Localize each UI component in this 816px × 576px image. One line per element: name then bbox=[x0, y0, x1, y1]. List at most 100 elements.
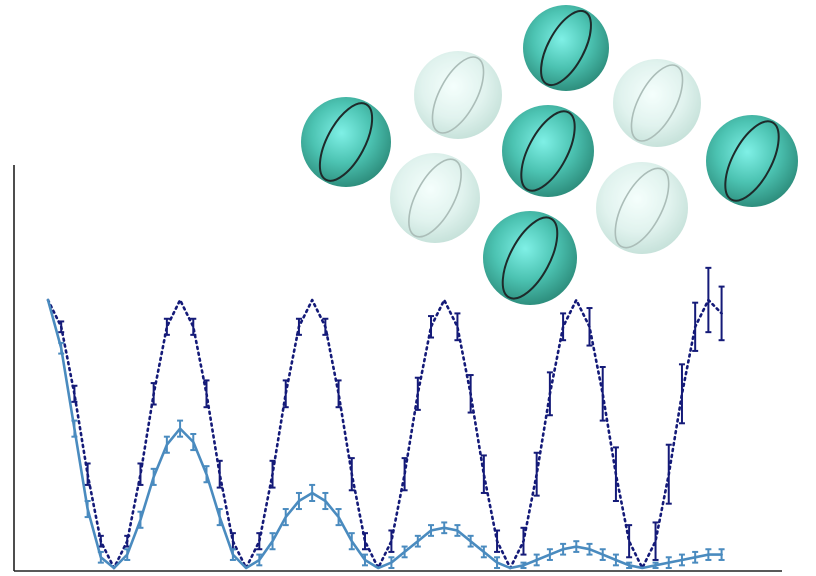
errorbar bbox=[322, 317, 329, 336]
errorbar bbox=[137, 462, 144, 486]
errorbar bbox=[163, 317, 170, 336]
errorbar bbox=[718, 285, 725, 342]
errorbar bbox=[295, 491, 302, 511]
sphere-light bbox=[596, 162, 688, 254]
sphere-dark bbox=[483, 211, 577, 305]
sphere-body bbox=[523, 5, 609, 91]
errorbar bbox=[229, 548, 236, 561]
sphere-ring bbox=[614, 167, 670, 249]
errorbar bbox=[586, 307, 593, 347]
errorbar bbox=[137, 510, 144, 529]
errorbar bbox=[190, 433, 197, 452]
errorbar bbox=[177, 419, 184, 438]
sphere-body bbox=[483, 211, 577, 305]
series-1 bbox=[46, 298, 725, 570]
sphere-light bbox=[613, 59, 701, 147]
sphere-ring bbox=[408, 158, 462, 238]
errorbar bbox=[58, 341, 65, 355]
errorbar bbox=[533, 553, 540, 567]
errorbar bbox=[467, 534, 474, 548]
sphere-body bbox=[414, 51, 502, 139]
errorbar bbox=[401, 457, 408, 492]
errorbar bbox=[467, 374, 474, 414]
sphere-dark bbox=[523, 5, 609, 91]
errorbar bbox=[401, 545, 408, 559]
errorbar bbox=[348, 532, 355, 551]
errorbar bbox=[718, 548, 725, 561]
errorbar bbox=[678, 363, 685, 425]
errorbar bbox=[335, 379, 342, 409]
errorbar bbox=[348, 457, 355, 492]
errorbar bbox=[599, 366, 606, 422]
errorbar bbox=[203, 465, 210, 484]
errorbar bbox=[678, 553, 685, 567]
series-layer bbox=[46, 266, 725, 570]
errorbar bbox=[705, 266, 712, 334]
errorbar bbox=[428, 524, 435, 537]
errorbar bbox=[560, 542, 567, 556]
errorbar bbox=[269, 532, 276, 551]
sphere-ring bbox=[318, 102, 374, 182]
errorbar bbox=[480, 454, 487, 494]
errorbar bbox=[428, 315, 435, 339]
sphere-lattice-illustration bbox=[301, 5, 798, 305]
series-0 bbox=[46, 266, 725, 570]
errorbar bbox=[216, 459, 223, 489]
errorbar bbox=[84, 500, 91, 519]
errorbar bbox=[480, 545, 487, 559]
errorbar bbox=[692, 301, 699, 352]
errorbar bbox=[414, 376, 421, 411]
sphere-dark bbox=[706, 115, 798, 207]
sphere-dark bbox=[502, 105, 594, 197]
errorbar bbox=[58, 320, 65, 334]
errorbar bbox=[533, 451, 540, 497]
sphere-body bbox=[613, 59, 701, 147]
errorbar bbox=[203, 379, 210, 409]
errorbar bbox=[335, 508, 342, 527]
errorbar bbox=[612, 553, 619, 567]
errorbar bbox=[71, 419, 78, 438]
errorbar bbox=[546, 548, 553, 561]
errorbar bbox=[322, 491, 329, 511]
errorbar bbox=[665, 556, 672, 569]
errorbar bbox=[256, 532, 263, 551]
errorbar bbox=[124, 534, 131, 548]
errorbar bbox=[269, 459, 276, 489]
errorbar bbox=[150, 467, 157, 486]
errorbar bbox=[494, 529, 501, 553]
errorbar bbox=[454, 312, 461, 342]
errorbar bbox=[626, 561, 633, 569]
errorbar bbox=[560, 312, 567, 342]
sphere-body bbox=[502, 105, 594, 197]
sphere-ring bbox=[431, 56, 485, 134]
errorbar bbox=[626, 524, 633, 559]
errorbar bbox=[599, 548, 606, 561]
sphere-light bbox=[414, 51, 502, 139]
errorbar bbox=[309, 483, 316, 502]
errorbar bbox=[494, 556, 501, 569]
series-1-line bbox=[46, 298, 723, 570]
errorbar bbox=[190, 317, 197, 336]
errorbar bbox=[216, 508, 223, 527]
errorbar bbox=[97, 550, 104, 564]
errorbar bbox=[388, 556, 395, 569]
errorbar bbox=[295, 317, 302, 336]
errorbar bbox=[71, 384, 78, 403]
sphere-ring bbox=[630, 64, 684, 142]
sphere-body bbox=[706, 115, 798, 207]
errorbar bbox=[520, 526, 527, 556]
sphere-body bbox=[301, 97, 391, 187]
sphere-body bbox=[596, 162, 688, 254]
errorbar bbox=[163, 435, 170, 454]
errorbar bbox=[546, 371, 553, 417]
errorbar bbox=[705, 548, 712, 561]
errorbar bbox=[282, 379, 289, 409]
errorbar bbox=[573, 540, 580, 553]
sphere-ring bbox=[520, 110, 576, 192]
errorbar bbox=[612, 446, 619, 502]
errorbar bbox=[361, 532, 368, 551]
sphere-ring bbox=[501, 216, 559, 300]
errorbar bbox=[150, 382, 157, 406]
